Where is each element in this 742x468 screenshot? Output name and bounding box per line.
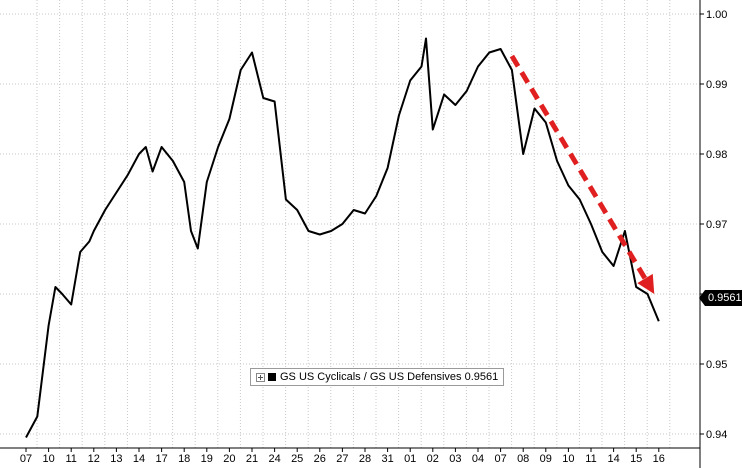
x-tick-label: 03	[449, 453, 461, 465]
x-tick-label: 25	[291, 453, 303, 465]
last-value-badge: 0.9561	[699, 290, 742, 306]
x-tick-label: 08	[517, 453, 529, 465]
x-tick-label: 07	[494, 453, 506, 465]
legend-expand-icon[interactable]	[256, 372, 265, 382]
x-tick-label: 14	[607, 453, 619, 465]
trend-arrow-shaft	[509, 54, 651, 285]
x-tick-label: 07	[20, 453, 32, 465]
x-tick-label: 18	[178, 453, 190, 465]
x-tick-label: 21	[246, 453, 258, 465]
x-tick-label: 01	[404, 453, 416, 465]
series-line	[25, 37, 660, 438]
x-tick-label: 11	[65, 453, 76, 465]
x-tick-label: 14	[133, 453, 145, 465]
x-tick-label: 16	[653, 453, 665, 465]
x-tick-label: 20	[223, 453, 235, 465]
x-tick-label: 02	[427, 453, 439, 465]
y-tick-label: 0.94	[706, 429, 727, 441]
x-tick-label: 27	[336, 453, 348, 465]
y-tick-label: 0.97	[706, 219, 727, 231]
x-tick-label: 11	[585, 453, 596, 465]
x-tick-label: 10	[42, 453, 54, 465]
legend[interactable]: GS US Cyclicals / GS US Defensives 0.956…	[250, 368, 505, 386]
x-tick-label: 24	[268, 453, 280, 465]
legend-swatch	[268, 373, 276, 381]
x-tick-label: 19	[201, 453, 213, 465]
legend-label: GS US Cyclicals / GS US Defensives 0.956…	[280, 371, 499, 383]
x-tick-label: 26	[314, 453, 326, 465]
x-tick-label: 31	[381, 453, 393, 465]
x-tick-label: 15	[630, 453, 642, 465]
x-tick-label: 09	[540, 453, 552, 465]
y-tick-label: 0.95	[706, 359, 727, 371]
x-tick-label: 13	[110, 453, 122, 465]
trend-arrow-head	[637, 273, 655, 294]
x-tick-label: 10	[562, 453, 574, 465]
y-tick-label: 1.00	[706, 9, 727, 21]
x-tick-label: 04	[472, 453, 484, 465]
x-tick-label: 17	[155, 453, 167, 465]
x-tick-label: 12	[88, 453, 100, 465]
y-tick-label: 0.98	[706, 149, 727, 161]
y-tick-label: 0.99	[706, 79, 727, 91]
x-tick-label: 28	[359, 453, 371, 465]
